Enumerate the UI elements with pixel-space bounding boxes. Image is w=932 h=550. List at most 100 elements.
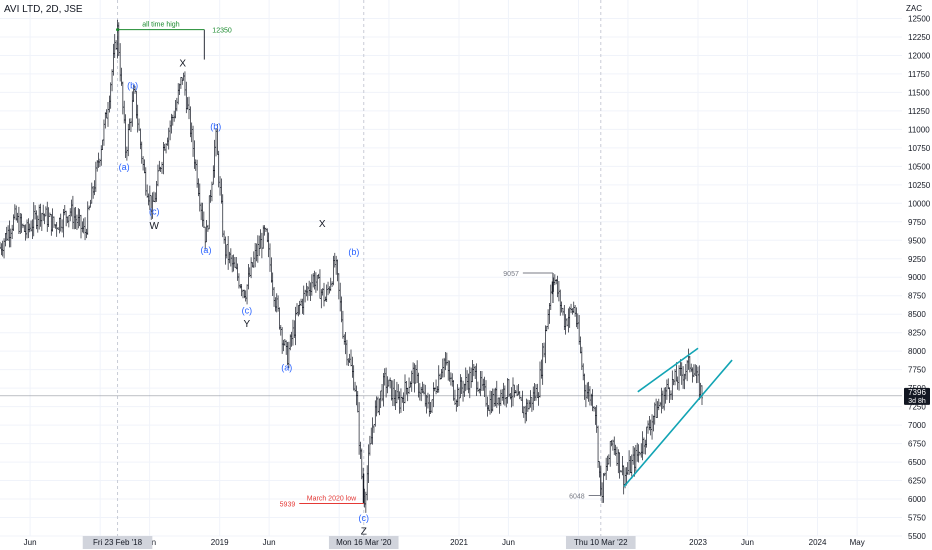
ohlc-bar [373, 424, 375, 433]
wave-label: (c) [358, 513, 369, 523]
ohlc-bar [192, 125, 194, 157]
crosshair-date-badge [328, 536, 399, 549]
ohlc-bar [139, 128, 142, 150]
ohlc-bar [62, 208, 65, 238]
ohlc-bar [58, 217, 61, 234]
ohlc-bar [236, 263, 239, 281]
ohlc-bar [226, 244, 228, 259]
crosshair-date-badge [565, 536, 636, 549]
ohlc-bar [126, 146, 128, 161]
crosshair-date-label: Mon 16 Mar '20 [336, 538, 392, 547]
ohlc-bar [347, 358, 350, 366]
ohlc-bar [157, 164, 159, 187]
wave-label: X [319, 219, 326, 230]
ohlc-bar [443, 357, 445, 378]
price-badge-timer: 3d 8h [908, 398, 926, 405]
ohlc-bar [80, 214, 82, 239]
ohlc-bar [672, 379, 675, 386]
ohlc-bar [529, 390, 532, 408]
ohlc-bar [153, 191, 155, 202]
crosshair-date-label: Thu 10 Mar '22 [574, 538, 628, 547]
ohlc-bar [180, 76, 182, 89]
y-tick-label: 11500 [908, 88, 930, 97]
ohlc-bar [15, 205, 17, 221]
ohlc-bar [605, 457, 607, 481]
level-value: 12350 [212, 28, 232, 35]
wave-label: (a) [200, 245, 211, 255]
ohlc-bar [50, 214, 53, 236]
ohlc-bar [278, 307, 281, 330]
ohlc-bar [581, 346, 583, 370]
ohlc-bar [531, 397, 533, 412]
ohlc-bar [595, 405, 598, 433]
ohlc-bar [636, 442, 638, 462]
ohlc-bar [193, 140, 196, 169]
ohlc-bar [559, 289, 562, 316]
ohlc-bar [270, 257, 273, 283]
wave-label: (c) [242, 305, 253, 315]
ohlc-bar [262, 225, 265, 249]
level-label: March 2020 low [307, 496, 357, 503]
ohlc-bar [23, 224, 26, 232]
ohlc-bar [509, 393, 512, 400]
symbol-title[interactable]: AVI LTD, 2D, JSE [4, 4, 83, 15]
currency-label: ZAC [906, 4, 922, 13]
ohlc-bar [392, 380, 394, 406]
ohlc-bar [435, 379, 437, 395]
ohlc-bar [5, 226, 8, 241]
ohlc-bar [313, 270, 316, 290]
ohlc-bar [637, 444, 640, 463]
ohlc-bar [586, 382, 589, 399]
ohlc-bar [398, 391, 401, 414]
ohlc-bar [645, 426, 648, 448]
ohlc-bar [26, 219, 28, 239]
ohlc-bar [172, 114, 174, 126]
ohlc-bar [32, 202, 35, 237]
ohlc-bar [539, 361, 541, 398]
ohlc-bar [543, 342, 545, 358]
ohlc-bar [181, 77, 184, 85]
y-tick-label: 12250 [908, 33, 931, 42]
ohlc-bar [119, 43, 121, 82]
ohlc-bar [290, 331, 293, 347]
ohlc-bar [159, 166, 162, 173]
ohlc-bar [616, 446, 618, 466]
ohlc-bar [489, 390, 491, 415]
ohlc-bar [467, 373, 470, 394]
ohlc-bar [505, 397, 508, 408]
ohlc-bar [1, 240, 4, 257]
ohlc-bar [496, 380, 498, 408]
ohlc-bar [312, 273, 314, 288]
level-value: 9057 [503, 271, 519, 278]
ohlc-bar [323, 282, 325, 307]
ohlc-bar [429, 401, 432, 414]
crosshair-date-label: Fri 23 Feb '18 [93, 538, 143, 547]
ohlc-bar [525, 398, 528, 422]
ohlc-bar [281, 327, 283, 354]
ohlc-bar [81, 221, 84, 233]
y-tick-label: 7250 [908, 403, 926, 412]
ohlc-bar [428, 394, 431, 417]
y-tick-label: 6500 [908, 458, 926, 467]
ohlc-bar [162, 142, 165, 175]
ohlc-bar [571, 308, 574, 315]
ohlc-bar [284, 339, 286, 346]
ohlc-bar [601, 482, 603, 503]
ohlc-bar [594, 406, 597, 425]
ohlc-bar [12, 214, 15, 232]
ohlc-bar [567, 308, 570, 333]
ohlc-bar [680, 362, 683, 385]
ohlc-bar [554, 274, 556, 286]
ohlc-bar [301, 298, 304, 314]
ohlc-bar [450, 372, 452, 386]
ohlc-bar [177, 83, 179, 105]
ohlc-bar [215, 128, 217, 157]
ohlc-bar [537, 392, 540, 406]
ohlc-bar [282, 339, 285, 352]
ohlc-bar [516, 385, 518, 396]
ohlc-bar [308, 280, 310, 297]
ohlc-bar [386, 376, 389, 394]
ohlc-bar [544, 325, 547, 364]
ohlc-bar [374, 400, 377, 427]
